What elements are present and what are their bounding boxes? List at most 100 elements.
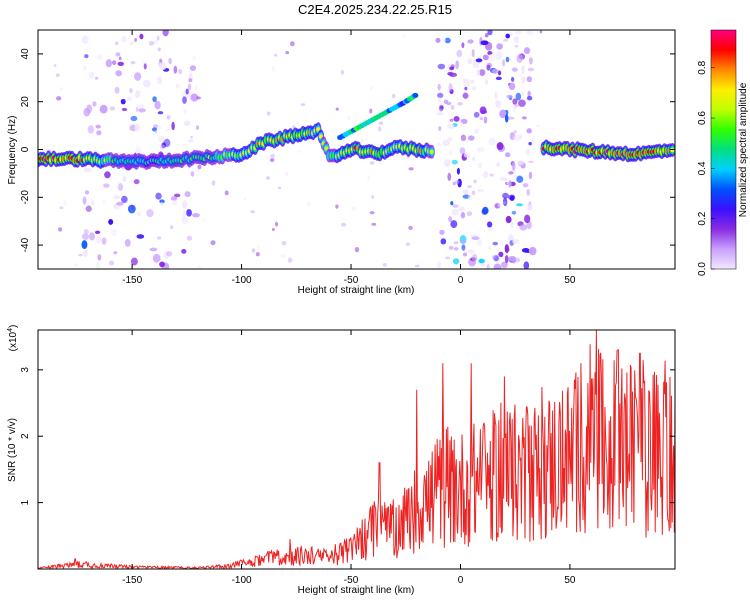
noise-speck	[53, 64, 57, 67]
noise-blob	[120, 98, 126, 105]
noise-speck	[369, 161, 375, 165]
noise-blob	[444, 37, 451, 44]
noise-blobs	[40, 30, 546, 269]
colorbar-tick-label: 0.4	[697, 161, 708, 175]
noise-blob	[116, 201, 124, 206]
noise-blob	[509, 195, 515, 201]
noise-blob	[96, 54, 103, 60]
noise-blob	[508, 82, 516, 91]
colorbar-gradient	[710, 29, 737, 270]
noise-speck	[166, 115, 171, 120]
noise-blob	[505, 247, 510, 252]
spectrogram-ylabel: Frequency (Hz)	[7, 116, 18, 185]
noise-blob	[159, 261, 166, 268]
spectrogram-y-tick-label: 20	[20, 96, 31, 108]
snr-series	[38, 330, 675, 569]
noise-speck	[134, 37, 137, 43]
noise-blob	[483, 171, 489, 179]
noise-blob	[504, 114, 509, 123]
noise-blob	[516, 54, 523, 63]
noise-speck	[502, 201, 507, 205]
noise-speck	[274, 53, 278, 57]
noise-speck	[154, 130, 158, 134]
noise-speck	[539, 30, 543, 34]
snr-x-tick-label: -50	[344, 575, 359, 586]
noise-blob	[456, 167, 461, 175]
noise-blob	[157, 76, 163, 85]
noise-blob	[187, 139, 194, 143]
noise-blob	[528, 141, 532, 146]
noise-speck	[160, 145, 166, 150]
noise-blob	[133, 179, 140, 185]
noise-speck	[190, 135, 193, 139]
noise-blob	[477, 238, 482, 247]
noise-speck	[58, 227, 63, 232]
noise-blob	[525, 30, 534, 35]
branch-blob	[412, 92, 419, 98]
noise-blob	[449, 72, 458, 77]
noise-speck	[414, 264, 420, 268]
noise-speck	[102, 200, 106, 204]
colorbar-ticks: 0.0 0.2 0.4 0.6 0.8	[697, 60, 715, 276]
noise-blob	[462, 92, 469, 99]
noise-blob	[103, 183, 110, 188]
snr-x-tick-label: -150	[122, 575, 142, 586]
noise-blob	[525, 148, 530, 156]
noise-blob	[113, 195, 120, 200]
noise-blob	[461, 42, 465, 49]
noise-blob	[487, 53, 496, 62]
noise-blob	[182, 200, 188, 209]
noise-blob	[97, 254, 102, 261]
spectrogram-x-tick-label: -100	[232, 275, 252, 286]
noise-blob	[478, 162, 482, 169]
noise-blob	[458, 121, 464, 127]
noise-blob	[148, 41, 155, 46]
noise-speck	[266, 176, 270, 180]
noise-blob	[504, 255, 509, 264]
noise-blob	[527, 67, 535, 72]
noise-speck	[290, 41, 295, 47]
noise-blob	[149, 247, 158, 252]
noise-blob	[458, 206, 466, 213]
colorbar-tick-label: 0.6	[697, 111, 708, 125]
ridge-core	[670, 147, 675, 153]
noise-blob	[104, 171, 111, 179]
spectral-ridge	[38, 122, 675, 170]
noise-blob	[181, 216, 189, 225]
noise-blob	[154, 100, 161, 110]
noise-blob	[505, 215, 512, 224]
upper-branch	[337, 92, 419, 141]
noise-blob	[470, 79, 475, 85]
noise-blob	[101, 237, 107, 245]
noise-speck	[73, 263, 79, 267]
noise-blob	[519, 224, 528, 231]
snr-y-tick-label: 2	[20, 433, 31, 439]
noise-speck	[63, 200, 67, 206]
ridge-core	[316, 127, 321, 132]
noise-speck	[270, 154, 275, 158]
noise-blob	[479, 106, 487, 115]
noise-blob	[173, 65, 178, 74]
snr-background	[38, 330, 675, 569]
noise-blob	[143, 63, 147, 70]
noise-blob	[452, 204, 459, 208]
noise-blob	[524, 214, 531, 224]
noise-speck	[243, 197, 247, 201]
noise-blob	[84, 190, 90, 195]
noise-speck	[378, 121, 384, 126]
spectrogram-y-ticks: -40 -20 0 20 40	[20, 48, 675, 252]
noise-speck	[514, 104, 519, 108]
noise-blob	[113, 251, 118, 255]
noise-blob	[166, 251, 173, 257]
noise-blob	[460, 134, 467, 142]
noise-blob	[121, 107, 128, 112]
noise-blob	[512, 98, 518, 105]
noise-speck	[335, 107, 339, 111]
noise-blob	[121, 195, 128, 204]
noise-blob	[182, 96, 187, 104]
noise-blob	[181, 248, 187, 254]
noise-blob	[453, 247, 459, 251]
noise-blob	[156, 124, 162, 131]
noise-blob	[447, 123, 455, 130]
noise-speck	[489, 173, 494, 177]
